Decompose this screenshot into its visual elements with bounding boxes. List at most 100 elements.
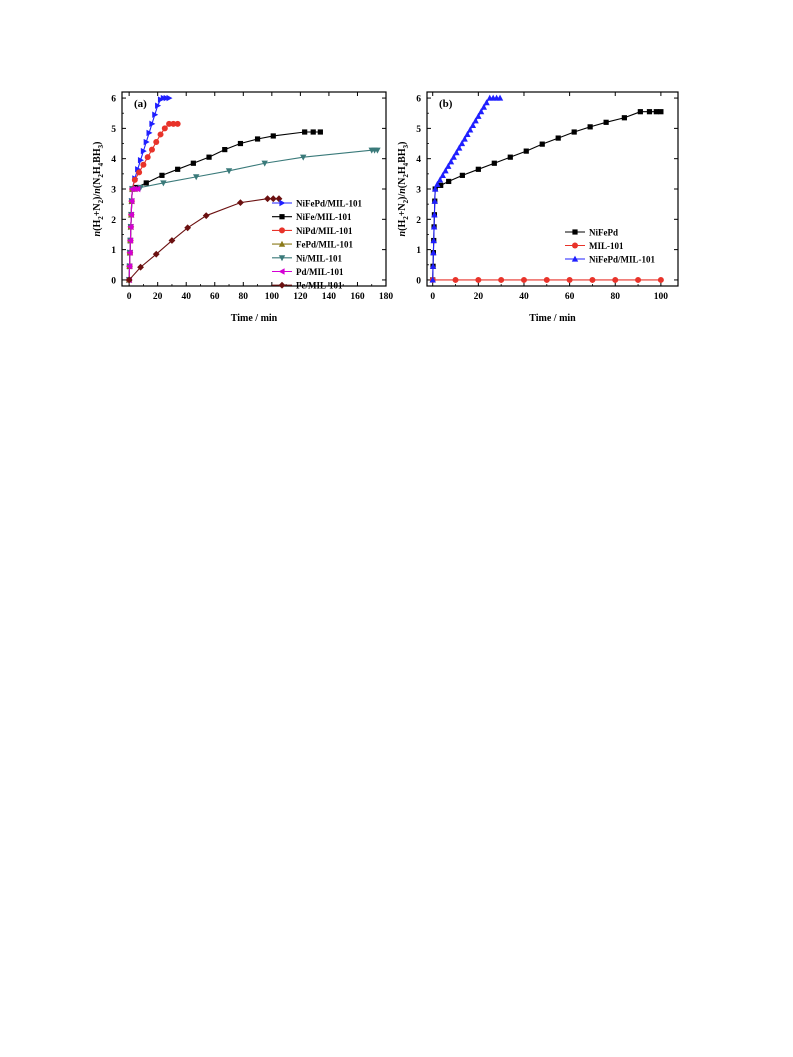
series-line [432, 97, 501, 280]
data-point [635, 276, 642, 283]
data-point [148, 146, 155, 153]
data-point [127, 237, 134, 244]
data-point [175, 166, 181, 172]
data-point [222, 146, 228, 153]
data-point [237, 140, 244, 147]
data-point [566, 276, 573, 283]
data-point [310, 129, 316, 135]
data-point [166, 120, 173, 127]
data-point [466, 126, 474, 133]
y-tick-label: 0 [416, 276, 421, 286]
data-point [455, 144, 463, 151]
legend-marker [278, 240, 286, 247]
data-point [261, 160, 268, 167]
y-tick-label: 6 [111, 95, 116, 105]
data-point [184, 224, 192, 232]
data-point [143, 138, 150, 146]
y-tick-label: 4 [111, 155, 116, 165]
series-mil-101 [429, 276, 664, 283]
data-point [125, 276, 133, 284]
y-tick-label: 3 [416, 186, 421, 196]
data-point [430, 249, 437, 256]
data-point [658, 109, 664, 115]
data-point [539, 141, 545, 147]
data-point [446, 178, 452, 185]
data-point [447, 158, 455, 165]
data-point [300, 154, 307, 161]
data-point [603, 119, 609, 125]
data-point [496, 94, 504, 101]
data-point [445, 162, 452, 169]
data-point [477, 108, 485, 115]
data-point [431, 211, 438, 218]
data-point [438, 182, 444, 188]
data-point [264, 195, 271, 203]
data-point [155, 102, 162, 109]
data-point [170, 120, 177, 127]
data-point [436, 176, 444, 183]
legend-marker [279, 199, 286, 207]
data-point [589, 276, 596, 283]
data-point [458, 140, 466, 147]
data-point [498, 276, 505, 283]
data-point [126, 249, 133, 256]
data-point [131, 176, 138, 183]
legend-marker [278, 281, 286, 289]
legend-marker [279, 214, 285, 220]
data-point [190, 160, 196, 166]
data-point [161, 125, 168, 132]
x-tick-label: 20 [153, 292, 163, 302]
data-point [127, 223, 134, 231]
data-point [146, 129, 153, 137]
data-point [134, 185, 141, 193]
data-point [430, 223, 438, 230]
data-point [431, 197, 438, 204]
data-point [237, 199, 244, 207]
x-tick-label: 100 [265, 292, 280, 302]
legend-label: NiFe/MIL-101 [296, 212, 352, 222]
legend-label: FePd/MIL-101 [296, 240, 353, 250]
data-point [450, 153, 457, 160]
y-axis-label-0: n(H2+N2)/n(N2H4BH3) [92, 142, 105, 237]
x-tick-label: 60 [565, 292, 575, 302]
data-point [157, 131, 164, 138]
data-point [225, 168, 233, 175]
data-point [206, 154, 212, 160]
y-tick-label: 1 [111, 246, 116, 256]
legend-label: Pd/MIL-101 [296, 267, 344, 277]
legend: NiFePd MIL-101 NiFePd/MIL-101 [565, 228, 655, 265]
x-tick-label: 160 [350, 292, 365, 302]
data-point [317, 129, 323, 135]
legend-marker [572, 242, 578, 249]
data-point [137, 157, 144, 164]
series-nipd-mil-101 [126, 120, 181, 283]
data-point [452, 276, 459, 283]
data-point [429, 276, 436, 283]
y-tick-label: 6 [416, 95, 421, 105]
x-tick-label: 120 [293, 292, 308, 302]
data-point [149, 120, 156, 128]
data-point [480, 103, 488, 110]
data-point [612, 276, 619, 283]
series-line [128, 198, 279, 281]
x-tick-label: 0 [127, 292, 132, 302]
y-tick-label: 4 [416, 155, 421, 165]
x-tick-label: 180 [379, 292, 394, 302]
y-axis-label-1: n(H2+N2)/n(N2H4BH3) [397, 142, 410, 237]
x-axis-label: Time / min [231, 313, 278, 324]
x-tick-label: 40 [181, 292, 191, 302]
data-point [168, 237, 176, 244]
data-point [453, 149, 460, 156]
data-point [646, 109, 653, 115]
panel-label: (a) [134, 98, 147, 110]
data-point [491, 160, 497, 166]
y-tick-label: 2 [111, 216, 116, 226]
data-point [637, 109, 643, 115]
data-point [137, 184, 144, 191]
data-point [475, 276, 482, 283]
x-tick-label: 140 [322, 292, 337, 302]
y-tick-label: 2 [416, 216, 421, 226]
data-point [459, 172, 465, 178]
